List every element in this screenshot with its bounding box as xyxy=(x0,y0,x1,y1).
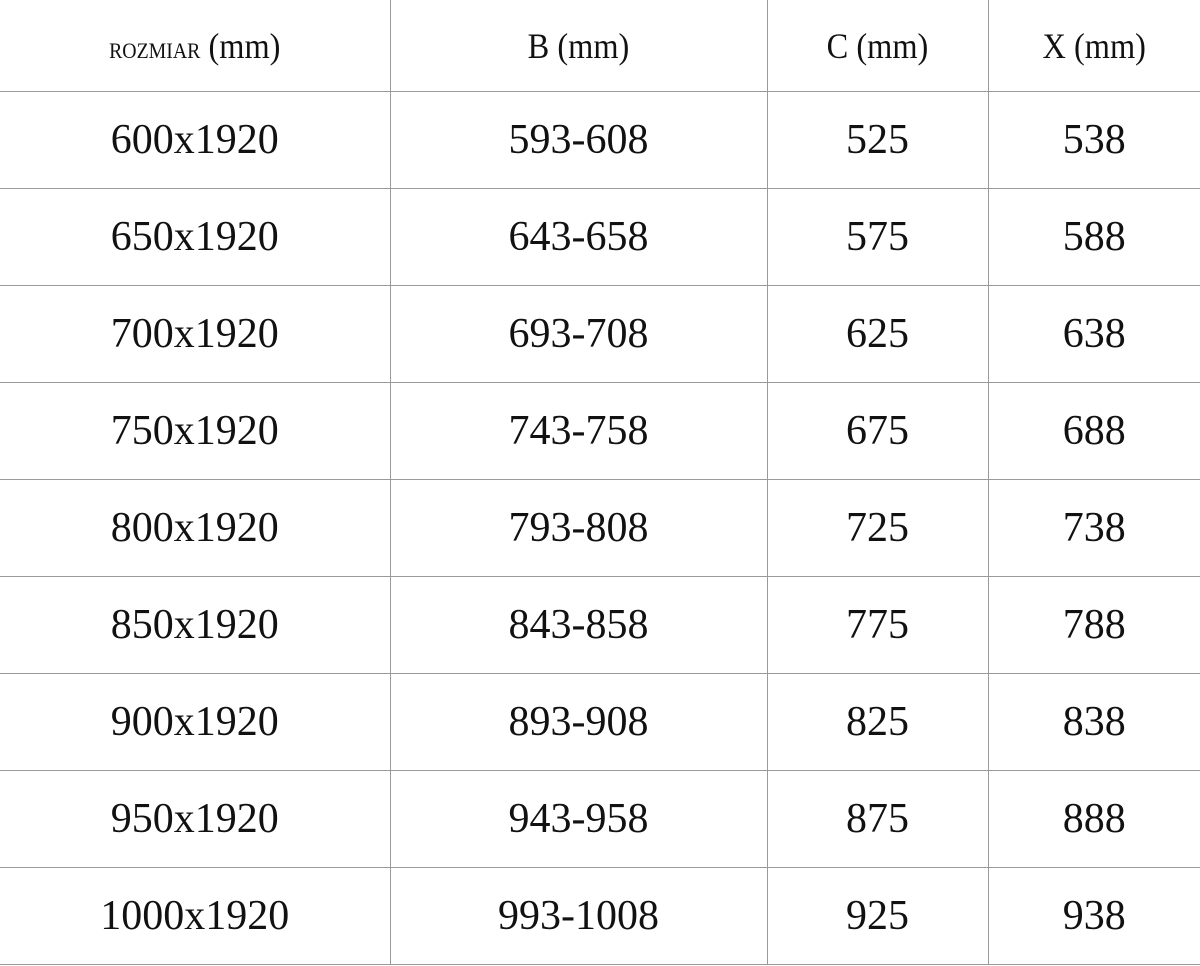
b-cell: 993-1008 xyxy=(389,867,768,965)
header-label: C xyxy=(826,25,849,66)
x-cell: 938 xyxy=(987,867,1200,965)
header-b: B (mm) xyxy=(408,0,749,92)
b-cell: 743-758 xyxy=(389,382,768,480)
header-row: ROZMIAR (mm) B (mm) C (mm) X (mm) xyxy=(0,0,1200,92)
c-cell: 775 xyxy=(766,576,989,674)
header-c: C (mm) xyxy=(777,0,978,92)
c-cell: 925 xyxy=(766,867,989,965)
size-cell: 600x1920 xyxy=(0,91,391,189)
c-cell: 825 xyxy=(766,673,989,771)
x-cell: 788 xyxy=(987,576,1200,674)
b-cell: 593-608 xyxy=(389,91,768,189)
table-row: 600x1920 593-608 525 538 xyxy=(0,91,1200,189)
size-cell: 650x1920 xyxy=(0,188,391,286)
table-row: 950x1920 943-958 875 888 xyxy=(0,770,1200,868)
size-cell: 1000x1920 xyxy=(0,867,391,965)
c-cell: 875 xyxy=(766,770,989,868)
size-cell: 800x1920 xyxy=(0,479,391,577)
header-label: B xyxy=(527,25,550,66)
header-unit: (mm) xyxy=(208,25,281,66)
table-row: 650x1920 643-658 575 588 xyxy=(0,188,1200,286)
table-row: 750x1920 743-758 675 688 xyxy=(0,382,1200,480)
table-row: 1000x1920 993-1008 925 938 xyxy=(0,867,1200,965)
header-rozmiar: ROZMIAR (mm) xyxy=(19,0,371,92)
b-cell: 643-658 xyxy=(389,188,768,286)
c-cell: 725 xyxy=(766,479,989,577)
header-label: ROZMIAR xyxy=(109,37,201,63)
x-cell: 738 xyxy=(987,479,1200,577)
x-cell: 538 xyxy=(987,91,1200,189)
b-cell: 943-958 xyxy=(389,770,768,868)
size-cell: 850x1920 xyxy=(0,576,391,674)
x-cell: 588 xyxy=(987,188,1200,286)
header-label: X xyxy=(1042,25,1066,66)
table-row: 800x1920 793-808 725 738 xyxy=(0,479,1200,577)
x-cell: 638 xyxy=(987,285,1200,383)
table-row: 850x1920 843-858 775 788 xyxy=(0,576,1200,674)
c-cell: 575 xyxy=(766,188,989,286)
header-unit: (mm) xyxy=(1073,25,1146,66)
b-cell: 693-708 xyxy=(389,285,768,383)
x-cell: 888 xyxy=(987,770,1200,868)
table-row: 900x1920 893-908 825 838 xyxy=(0,673,1200,771)
b-cell: 793-808 xyxy=(389,479,768,577)
b-cell: 843-858 xyxy=(389,576,768,674)
header-unit: (mm) xyxy=(856,25,929,66)
b-cell: 893-908 xyxy=(389,673,768,771)
x-cell: 838 xyxy=(987,673,1200,771)
c-cell: 675 xyxy=(766,382,989,480)
header-x: X (mm) xyxy=(998,0,1190,92)
size-cell: 750x1920 xyxy=(0,382,391,480)
size-cell: 900x1920 xyxy=(0,673,391,771)
table-row: 700x1920 693-708 625 638 xyxy=(0,285,1200,383)
size-cell: 700x1920 xyxy=(0,285,391,383)
c-cell: 625 xyxy=(766,285,989,383)
size-cell: 950x1920 xyxy=(0,770,391,868)
header-unit: (mm) xyxy=(557,25,630,66)
c-cell: 525 xyxy=(766,91,989,189)
x-cell: 688 xyxy=(987,382,1200,480)
